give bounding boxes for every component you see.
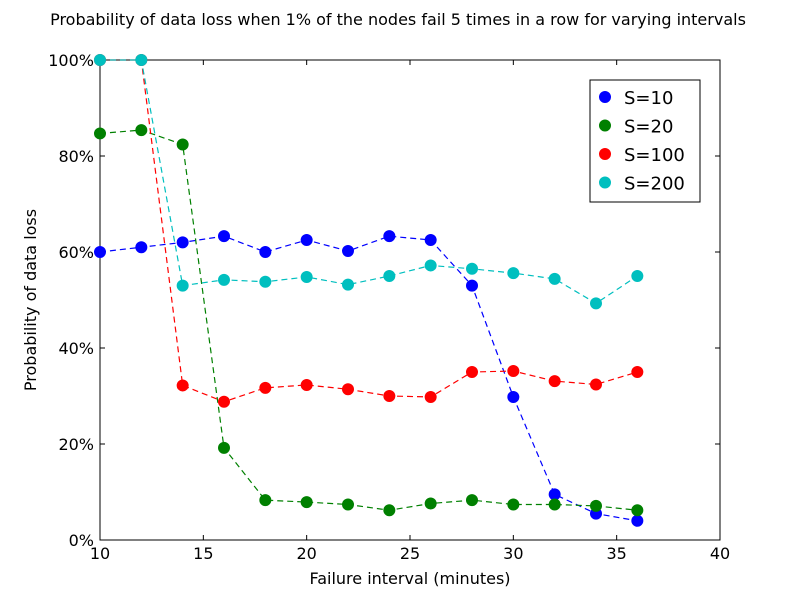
- series-layer: [94, 54, 644, 527]
- legend-entry: S=200: [624, 174, 685, 195]
- data-point: [94, 54, 106, 66]
- data-point: [218, 441, 230, 454]
- data-point: [218, 395, 230, 408]
- legend-marker: [599, 91, 611, 103]
- data-point: [342, 383, 354, 396]
- data-point: [259, 494, 272, 507]
- data-point: [631, 366, 644, 378]
- series-line: [100, 59, 638, 403]
- data-point: [176, 379, 189, 392]
- data-point: [383, 230, 396, 243]
- chart-title: Probability of data loss when 1% of the …: [50, 10, 746, 29]
- data-point: [218, 230, 230, 243]
- data-point: [300, 234, 313, 246]
- data-point: [548, 272, 561, 285]
- data-point: [466, 494, 478, 507]
- data-point: [259, 381, 272, 394]
- data-point: [176, 138, 189, 151]
- x-tick-label: 35: [606, 544, 626, 563]
- data-point: [424, 390, 437, 403]
- data-point: [94, 127, 106, 140]
- series-line: [99, 235, 638, 522]
- data-point: [300, 496, 313, 509]
- data-point: [300, 378, 313, 391]
- data-point: [631, 270, 644, 282]
- data-point: [135, 241, 148, 254]
- x-axis-label: Failure interval (minutes): [309, 569, 510, 588]
- legend-entry: S=10: [624, 88, 673, 109]
- data-point: [135, 54, 148, 66]
- data-point: [507, 390, 520, 403]
- data-point: [590, 378, 602, 391]
- data-point: [300, 270, 313, 283]
- legend-marker: [599, 176, 611, 189]
- y-tick-label: 100%: [48, 51, 94, 70]
- data-point: [466, 366, 478, 378]
- y-tick-label: 20%: [58, 435, 94, 454]
- data-point: [259, 275, 272, 288]
- data-point: [590, 499, 602, 512]
- data-point: [507, 498, 520, 511]
- data-point: [631, 514, 644, 527]
- data-point: [218, 273, 230, 286]
- data-point: [466, 262, 478, 275]
- y-tick-label: 80%: [58, 147, 94, 166]
- y-axis-label: Probability of data loss: [21, 209, 40, 391]
- x-tick-label: 20: [296, 544, 316, 563]
- data-point: [176, 236, 189, 249]
- data-point: [342, 245, 354, 258]
- data-point: [548, 375, 561, 388]
- axis-ticks: 10 15 20 25 30 35 40 0% 20% 40% 60% 80% 100%: [48, 51, 730, 563]
- x-tick-label: 40: [710, 544, 730, 563]
- legend-marker: [599, 119, 611, 132]
- data-point: [135, 124, 148, 137]
- data-point: [176, 279, 189, 292]
- data-point: [342, 498, 354, 511]
- y-tick-label: 60%: [58, 243, 94, 262]
- legend: S=10 S=20 S=100 S=200: [589, 79, 701, 203]
- series-line: [99, 129, 638, 511]
- data-point: [259, 246, 272, 258]
- x-tick-label: 10: [90, 544, 110, 563]
- legend-entry: S=20: [624, 117, 673, 138]
- y-tick-label: 40%: [58, 339, 94, 358]
- data-point: [466, 279, 478, 292]
- data-point: [383, 504, 396, 517]
- data-point: [424, 259, 437, 272]
- series-line: [100, 59, 638, 305]
- legend-marker: [599, 148, 611, 160]
- data-point: [424, 234, 437, 246]
- data-point: [590, 297, 602, 310]
- data-point: [507, 267, 520, 280]
- series-s-200: [94, 54, 644, 310]
- x-tick-label: 30: [503, 544, 523, 563]
- series-s-20: [94, 124, 644, 517]
- x-tick-label: 25: [400, 544, 420, 563]
- data-point: [507, 365, 520, 378]
- x-tick-label: 15: [193, 544, 213, 563]
- data-point: [424, 497, 437, 510]
- data-point: [548, 488, 561, 501]
- data-point: [94, 246, 106, 258]
- data-point: [383, 390, 396, 402]
- data-point: [383, 270, 396, 282]
- data-point: [548, 498, 561, 511]
- legend-entry: S=100: [624, 145, 685, 166]
- data-point: [631, 504, 644, 517]
- y-tick-label: 0%: [69, 531, 94, 550]
- data-point: [342, 278, 354, 291]
